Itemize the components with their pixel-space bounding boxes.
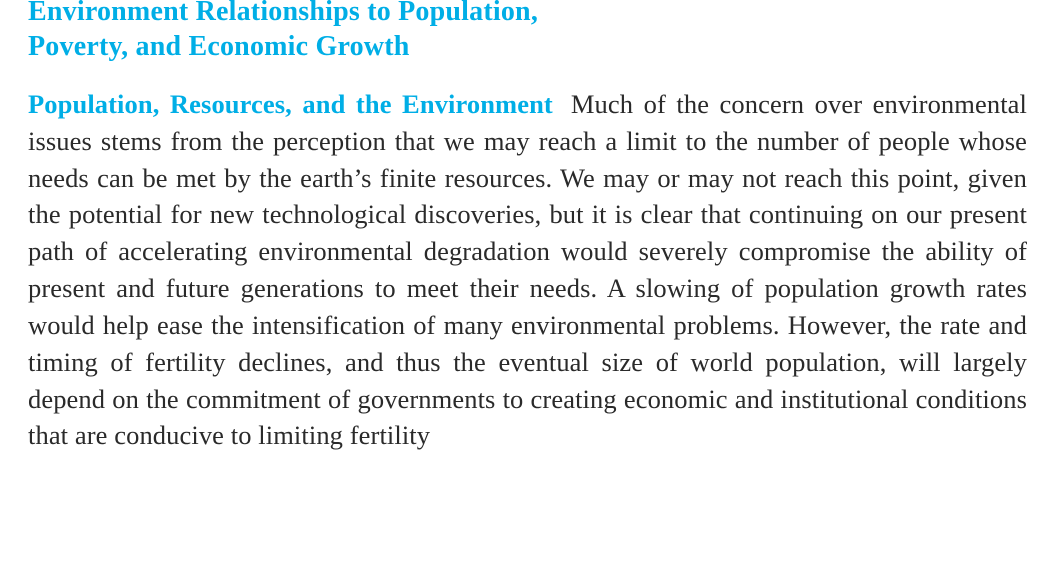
paragraph-text: Much of the concern over envi­ronmental … (28, 89, 1027, 450)
section-title-line2: Poverty, and Economic Growth (28, 29, 1027, 64)
body-paragraph: Population, Resources, and the Environme… (28, 86, 1027, 454)
section-title-line1: Environment Relationships to Population, (28, 0, 1027, 29)
section-title: Environment Relationships to Population,… (28, 0, 1027, 64)
paragraph-subhead: Population, Resources, and the Environme… (28, 89, 553, 119)
